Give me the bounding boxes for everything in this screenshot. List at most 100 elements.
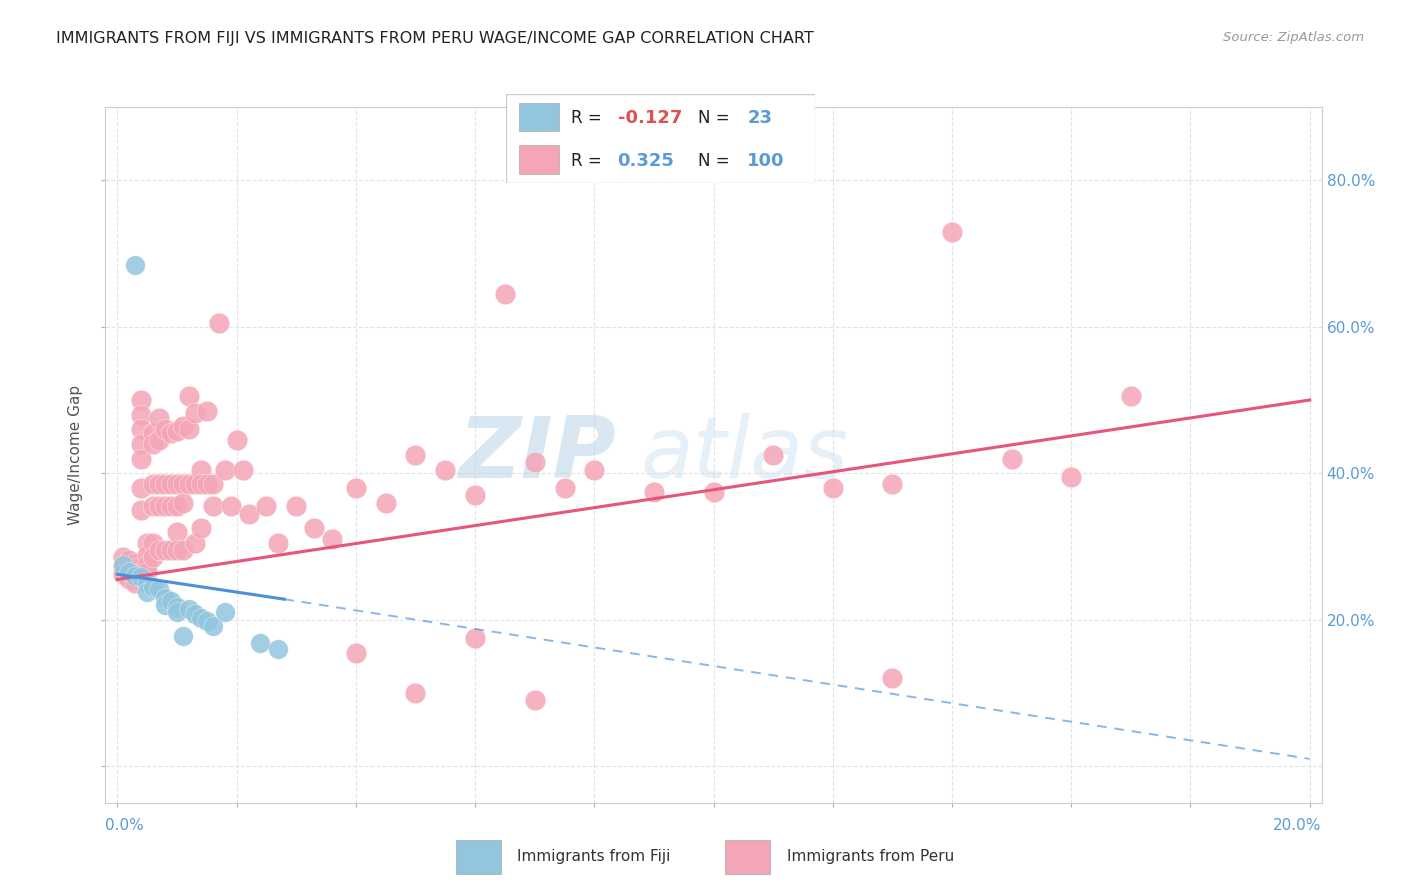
Text: atlas: atlas [641, 413, 849, 497]
Text: Source: ZipAtlas.com: Source: ZipAtlas.com [1223, 31, 1364, 45]
Point [148, 543, 170, 558]
Point [166, 477, 188, 491]
Point [142, 550, 165, 565]
Point [136, 576, 159, 591]
Point [160, 543, 183, 558]
Point [112, 560, 135, 574]
Point [160, 477, 183, 491]
Point [129, 408, 152, 422]
Point [882, 477, 904, 491]
Point [254, 499, 277, 513]
Point [195, 614, 218, 628]
Point [172, 629, 194, 643]
Point [142, 580, 165, 594]
Text: 0.325: 0.325 [617, 152, 675, 169]
Point [148, 477, 170, 491]
Point [166, 499, 188, 513]
Point [177, 422, 200, 436]
Point [172, 418, 194, 433]
Point [1060, 470, 1083, 484]
Text: 20.0%: 20.0% [1274, 818, 1322, 832]
Point [148, 582, 170, 596]
Point [941, 225, 963, 239]
Point [153, 477, 176, 491]
Point [190, 521, 212, 535]
Point [124, 258, 146, 272]
Point [172, 495, 194, 509]
Text: 23: 23 [748, 109, 772, 127]
Point [118, 552, 141, 566]
Text: Immigrants from Peru: Immigrants from Peru [787, 849, 955, 864]
Point [136, 558, 159, 572]
Text: N =: N = [697, 152, 730, 169]
Text: IMMIGRANTS FROM FIJI VS IMMIGRANTS FROM PERU WAGE/INCOME GAP CORRELATION CHART: IMMIGRANTS FROM FIJI VS IMMIGRANTS FROM … [56, 31, 814, 46]
Point [148, 499, 170, 513]
Point [190, 462, 212, 476]
Point [142, 499, 165, 513]
Point [201, 499, 224, 513]
Point [267, 536, 290, 550]
Point [153, 422, 176, 436]
Point [404, 686, 426, 700]
Point [153, 499, 176, 513]
Text: ZIP: ZIP [458, 413, 616, 497]
Point [136, 574, 159, 589]
Point [195, 477, 218, 491]
Point [129, 451, 152, 466]
Y-axis label: Wage/Income Gap: Wage/Income Gap [67, 384, 83, 525]
Point [184, 536, 207, 550]
Point [129, 437, 152, 451]
Text: 0.0%: 0.0% [105, 818, 145, 832]
Point [160, 425, 183, 440]
Point [148, 411, 170, 425]
Point [214, 462, 236, 476]
Point [285, 499, 308, 513]
Point [232, 462, 254, 476]
Point [129, 422, 152, 436]
Point [821, 481, 844, 495]
FancyBboxPatch shape [519, 145, 558, 174]
Point [219, 499, 242, 513]
Text: -0.127: -0.127 [617, 109, 682, 127]
Point [118, 563, 141, 577]
Point [190, 611, 212, 625]
Point [112, 558, 135, 572]
Point [702, 484, 725, 499]
Point [177, 477, 200, 491]
Point [762, 448, 785, 462]
Point [166, 606, 188, 620]
Point [118, 560, 141, 574]
Point [225, 434, 247, 448]
Point [118, 565, 141, 579]
Point [321, 532, 343, 546]
Point [129, 481, 152, 495]
Point [553, 481, 575, 495]
Point [201, 477, 224, 491]
Point [129, 570, 152, 584]
Point [124, 556, 146, 570]
Point [142, 477, 165, 491]
Point [464, 631, 486, 645]
Point [136, 536, 159, 550]
Point [142, 437, 165, 451]
Point [112, 550, 135, 565]
Point [184, 477, 207, 491]
Point [583, 462, 606, 476]
Point [464, 488, 486, 502]
Point [177, 601, 200, 615]
Point [404, 448, 426, 462]
Point [1119, 389, 1142, 403]
Point [208, 316, 231, 330]
Point [129, 392, 152, 407]
Point [148, 434, 170, 448]
Point [118, 573, 141, 587]
Point [160, 594, 183, 608]
Text: R =: R = [571, 109, 602, 127]
Point [166, 543, 188, 558]
Point [523, 693, 546, 707]
Point [643, 484, 665, 499]
Point [172, 543, 194, 558]
Point [201, 618, 224, 632]
Point [249, 636, 271, 650]
Point [494, 286, 516, 301]
